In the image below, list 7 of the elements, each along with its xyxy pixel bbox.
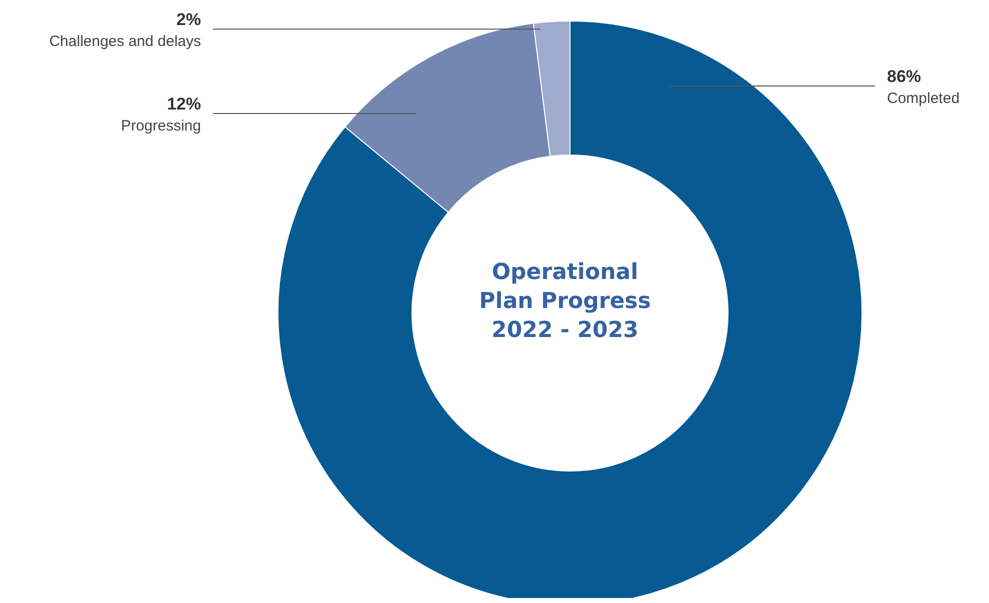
slice-label: Challenges and delays bbox=[49, 33, 201, 50]
data-label: 12% bbox=[166, 94, 201, 114]
data-label: 2% bbox=[176, 10, 201, 30]
slice-label: Progressing bbox=[120, 117, 201, 134]
text: Operational Plan Progress 2022 - 2023 bbox=[478, 259, 652, 345]
data-label: 86% bbox=[887, 66, 922, 86]
slice-label: Completed bbox=[887, 90, 960, 107]
